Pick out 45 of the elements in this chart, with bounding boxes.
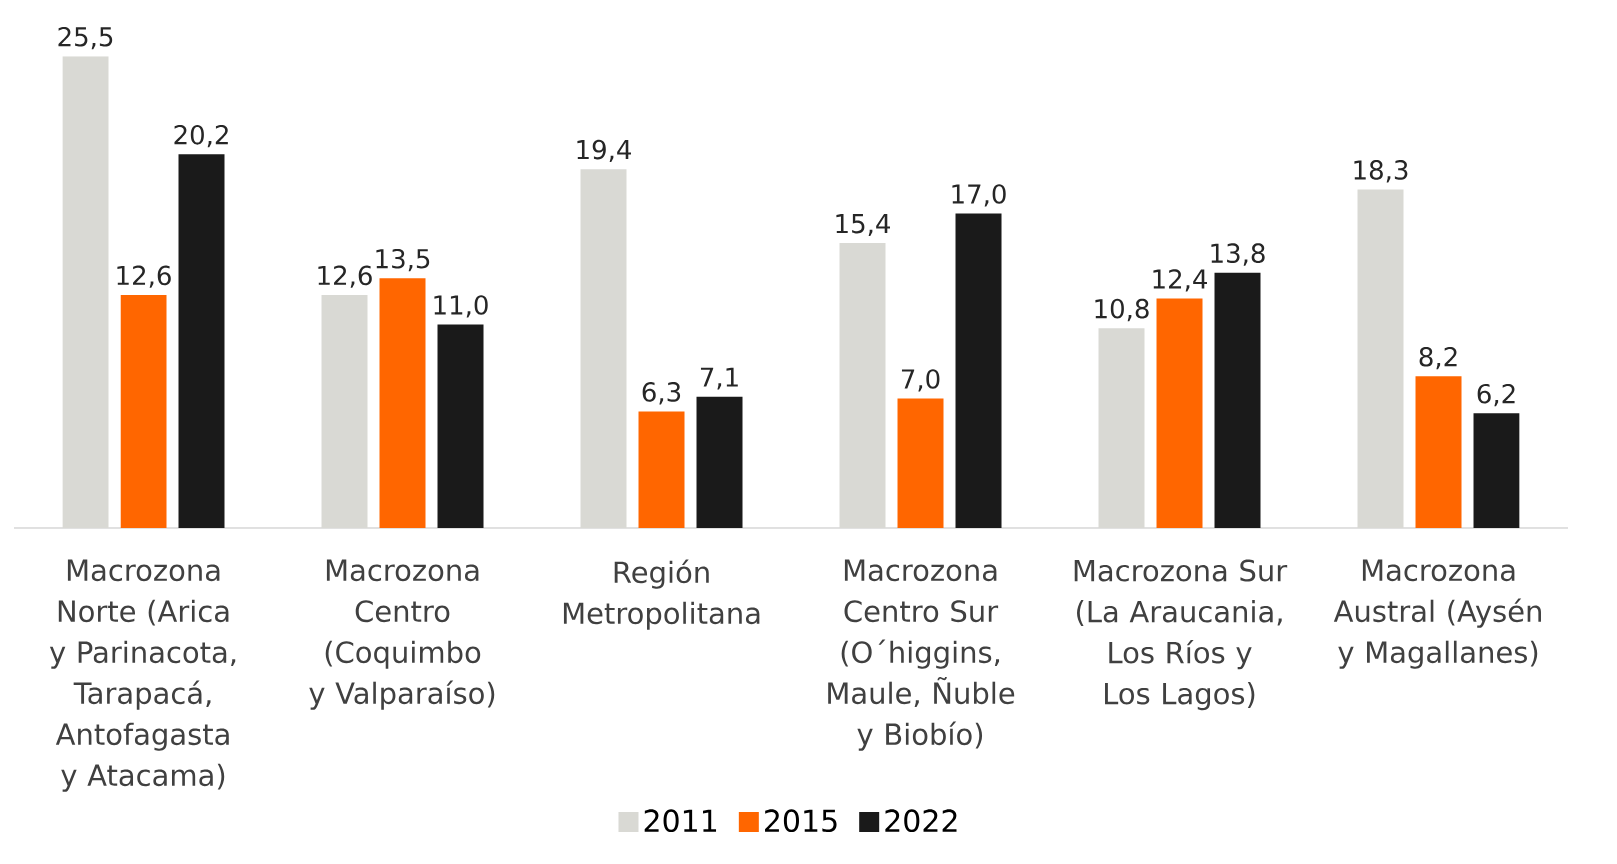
bar <box>321 294 368 528</box>
legend-label: 2015 <box>765 809 837 833</box>
x-tick-label: Macrozona Centro Sur (O´higgins, Maule, Ñuble y Biobío) <box>828 559 1015 751</box>
bar <box>1357 189 1404 528</box>
bar <box>955 213 1002 528</box>
data-label: 8,2 <box>1419 346 1457 370</box>
data-label: 18,3 <box>1354 160 1408 183</box>
data-label: 6,3 <box>642 382 681 405</box>
data-label: 6,2 <box>1477 383 1515 407</box>
data-label: 17,0 <box>952 184 1006 207</box>
bar <box>1415 376 1462 528</box>
bar <box>379 278 426 528</box>
x-tick-label: Región Metropolitana <box>563 559 760 630</box>
data-label: 25,5 <box>58 26 113 50</box>
bar <box>1473 413 1520 528</box>
data-label: 19,4 <box>577 139 631 163</box>
bar <box>638 411 685 528</box>
data-label: 20,2 <box>174 124 228 148</box>
bar <box>120 294 167 528</box>
bar <box>1214 272 1261 528</box>
bar <box>1156 298 1203 528</box>
bar <box>696 396 743 528</box>
bar <box>178 154 225 528</box>
data-label: 10,8 <box>1095 298 1149 322</box>
bar <box>897 398 944 528</box>
bar <box>437 324 484 528</box>
data-label: 12,6 <box>117 265 171 288</box>
x-tick-label: Macrozona Norte (Arica y Parinacota, Tarapacá, Antofagasta y Atacama) <box>49 559 236 792</box>
x-tick-label: Macrozona Sur (La Araucania, Los Ríos y Los Lagos) <box>1074 559 1288 711</box>
data-label: 11,0 <box>434 295 488 318</box>
x-tick-label: Macrozona Centro (Coquimbo y Valparaíso) <box>309 559 495 710</box>
bar <box>1098 328 1145 528</box>
data-label: 12,6 <box>318 265 372 288</box>
legend-label: 2011 <box>644 809 717 833</box>
data-label: 12,4 <box>1153 269 1207 292</box>
legend-label: 2022 <box>885 809 957 833</box>
bar <box>62 56 109 528</box>
data-label: 15,4 <box>836 214 890 237</box>
bar <box>580 169 627 528</box>
data-label: 13,5 <box>376 248 430 272</box>
data-label: 7,0 <box>901 369 940 392</box>
x-tick-label: Macrozona Austral (Aysén y Magallanes) <box>1333 559 1541 669</box>
data-label: 13,8 <box>1211 243 1265 266</box>
data-label: 7,1 <box>700 367 738 390</box>
bar <box>839 243 886 528</box>
